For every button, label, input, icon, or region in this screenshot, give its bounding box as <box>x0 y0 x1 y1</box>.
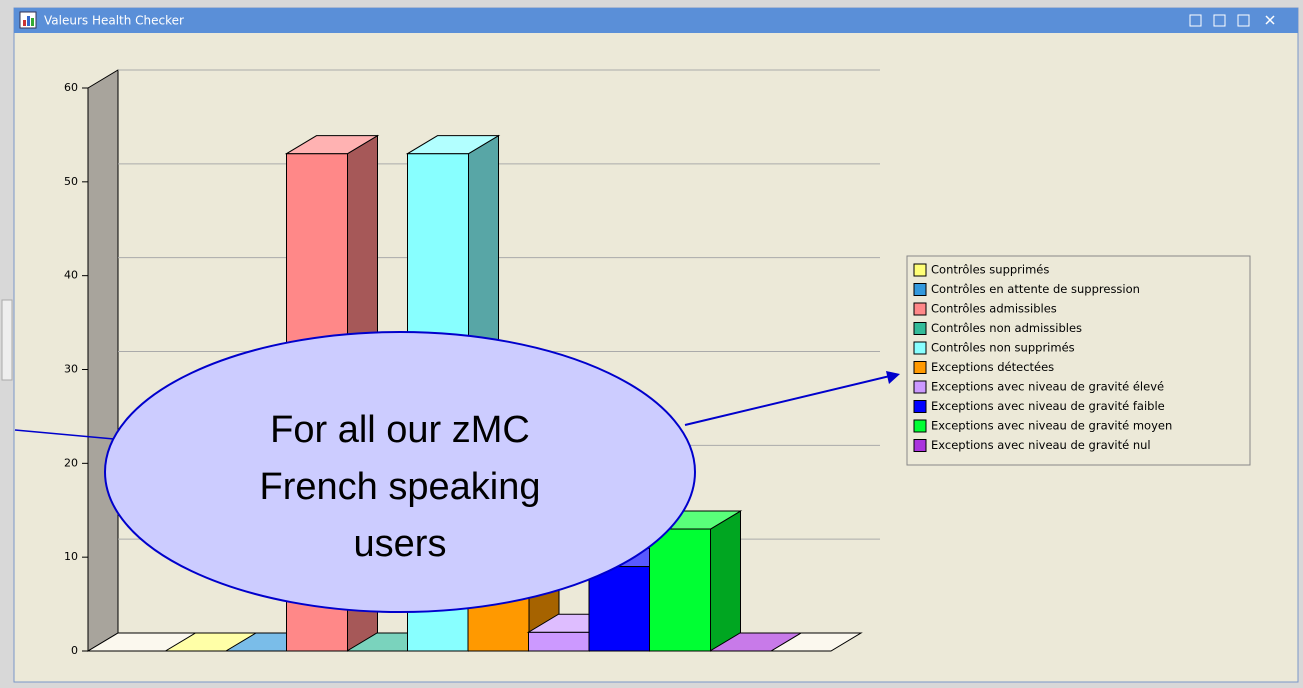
legend-swatch <box>913 302 927 316</box>
legend-label: Exceptions avec niveau de gravité élevé <box>931 380 1164 394</box>
close-button[interactable] <box>1265 15 1275 25</box>
maximize-button[interactable] <box>1237 14 1250 27</box>
legend-label: Contrôles non admissibles <box>931 321 1082 335</box>
callout-bubble <box>104 331 696 613</box>
legend-swatch <box>913 400 927 413</box>
legend-label: Contrôles non supprimés <box>931 341 1075 355</box>
legend-swatch <box>913 322 927 335</box>
legend-swatch <box>913 439 927 452</box>
legend-swatch <box>913 283 927 296</box>
legend-label: Contrôles admissibles <box>931 302 1057 316</box>
back-wall <box>87 69 119 652</box>
icon-bar <box>27 16 30 26</box>
arrow-head <box>886 371 900 384</box>
y-tick-label: 30 <box>64 363 78 376</box>
callout-tail <box>14 429 126 441</box>
icon-bar <box>31 18 34 26</box>
callout-text: users <box>354 523 447 565</box>
split-button[interactable] <box>1213 14 1226 27</box>
legend-swatch <box>913 361 927 374</box>
title-bar <box>14 8 1298 33</box>
y-tick-label: 10 <box>64 550 78 563</box>
bar-top <box>405 135 501 155</box>
bar <box>708 632 803 652</box>
callout-text: For all our zMC <box>270 409 530 451</box>
legend-label: Exceptions avec niveau de gravité faible <box>931 399 1165 413</box>
legend-label: Contrôles supprimés <box>931 263 1049 277</box>
side-handle[interactable] <box>1 299 13 381</box>
bar-front <box>649 528 711 652</box>
legend: Contrôles supprimés Contrôles en attente … <box>906 255 1251 466</box>
bar-top <box>708 632 803 652</box>
y-tick-label: 40 <box>64 269 78 282</box>
bar-front <box>528 631 590 652</box>
legend-swatch <box>913 263 927 277</box>
legend-swatch <box>913 419 927 433</box>
y-tick-label: 0 <box>71 644 78 657</box>
legend-label: Exceptions détectées <box>931 360 1054 374</box>
y-tick-label: 50 <box>64 175 78 188</box>
icon-bar <box>23 20 26 26</box>
tile-button[interactable] <box>1189 14 1202 27</box>
legend-swatch <box>913 380 927 394</box>
y-tick-label: 20 <box>64 456 78 469</box>
legend-label: Contrôles en attente de suppression <box>931 282 1140 296</box>
callout-arrow <box>684 375 891 426</box>
legend-label: Exceptions avec niveau de gravité moyen <box>931 419 1172 433</box>
window-title: Valeurs Health Checker <box>44 14 184 28</box>
callout: For all our zMC French speaking users <box>14 331 900 613</box>
y-tick-label: 60 <box>64 81 78 94</box>
bar-top <box>284 135 380 155</box>
bar-front <box>588 566 651 652</box>
legend-label: Exceptions avec niveau de gravité nul <box>931 438 1151 452</box>
bar-side <box>710 510 741 652</box>
callout-text: French speaking <box>260 466 541 508</box>
legend-swatch <box>913 341 927 355</box>
legend-box <box>906 255 1251 466</box>
